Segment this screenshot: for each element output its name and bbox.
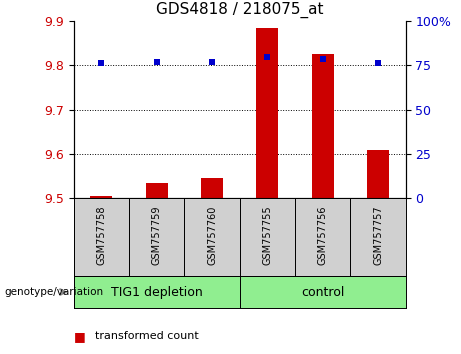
Text: GSM757756: GSM757756: [318, 206, 328, 266]
Bar: [129, 198, 184, 276]
Text: genotype/variation: genotype/variation: [5, 287, 104, 297]
Bar: [74, 198, 129, 276]
Text: TIG1 depletion: TIG1 depletion: [111, 286, 203, 298]
Bar: [201, 178, 223, 198]
Bar: [74, 276, 240, 308]
Text: GSM757760: GSM757760: [207, 206, 217, 265]
Bar: [240, 198, 295, 276]
Bar: [146, 183, 168, 198]
Text: GSM757755: GSM757755: [262, 206, 272, 266]
Text: ■: ■: [74, 330, 85, 343]
Text: GSM757758: GSM757758: [96, 206, 106, 266]
Text: control: control: [301, 286, 344, 298]
Text: GSM757757: GSM757757: [373, 206, 383, 266]
Bar: [350, 198, 406, 276]
Title: GDS4818 / 218075_at: GDS4818 / 218075_at: [156, 2, 324, 18]
Text: transformed count: transformed count: [95, 331, 198, 341]
Bar: [90, 196, 112, 198]
Bar: [295, 198, 350, 276]
Bar: [184, 198, 240, 276]
Bar: [312, 55, 334, 198]
Bar: [240, 276, 406, 308]
Bar: [367, 150, 389, 198]
Text: GSM757759: GSM757759: [152, 206, 162, 266]
Bar: [256, 28, 278, 198]
